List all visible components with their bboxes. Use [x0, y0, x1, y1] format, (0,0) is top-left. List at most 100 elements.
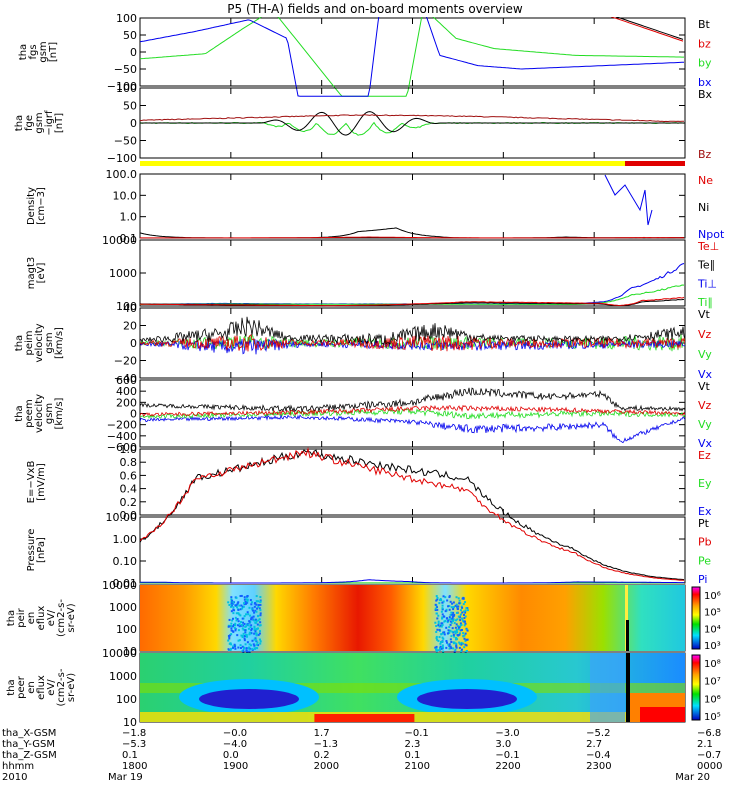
spectrogram-pixel — [452, 647, 455, 650]
x-axis-value: 2.3 — [405, 739, 421, 750]
spectrogram-pixel — [449, 613, 452, 616]
spectrogram-pixel — [258, 618, 261, 621]
spectrogram-pixel — [246, 635, 249, 638]
y-tick-label: 10.00 — [106, 511, 138, 524]
y-tick-label: 1000 — [109, 670, 137, 683]
x-axis-value: 0.1 — [405, 750, 421, 761]
spectrogram-pixel — [443, 620, 446, 623]
spectrogram-pixel — [438, 628, 441, 631]
spectrogram-pixel — [461, 619, 464, 622]
spectrogram-pixel — [464, 615, 467, 618]
spectrogram-pixel — [232, 601, 235, 604]
y-axis-label: peir — [16, 607, 27, 627]
spectrogram-pixel — [243, 637, 246, 640]
y-axis-label: peer — [16, 675, 27, 699]
spectrogram-pixel — [236, 634, 239, 637]
spectrogram-pixel — [245, 647, 248, 650]
spectrogram-pixel — [250, 624, 253, 627]
legend-entry: Ey — [698, 477, 712, 490]
spectrogram-pixel — [241, 607, 244, 610]
spectrogram-pixel — [464, 639, 467, 642]
spectrogram-pixel — [254, 621, 257, 624]
spectrogram-pixel — [447, 629, 450, 632]
spectrogram-pixel — [442, 650, 445, 653]
spectrogram-pixel — [441, 604, 444, 607]
spectrogram-pixel — [449, 638, 452, 641]
spectrogram-pixel — [242, 621, 245, 624]
legend-entry: Pb — [698, 536, 712, 549]
spectrogram-pixel — [253, 647, 256, 650]
y-axis-label: [km/s] — [54, 327, 65, 359]
legend-entry: Vx — [698, 437, 713, 450]
spectrogram-pixel — [232, 645, 235, 648]
spectrogram-pixel — [449, 629, 452, 632]
spectrogram-pixel — [459, 609, 462, 612]
spectrogram-pixel — [450, 606, 453, 609]
spectrogram-pixel — [435, 635, 438, 638]
series-ne — [140, 236, 685, 239]
spectrogram-pixel — [249, 644, 252, 647]
spectrogram-pixel — [441, 616, 444, 619]
spectrogram-pixel — [435, 630, 438, 633]
spectrogram-pixel — [252, 643, 255, 646]
spectrogram-pixel — [462, 632, 465, 635]
spectrogram-pixel — [458, 602, 461, 605]
spectrogram-pixel — [255, 643, 258, 646]
legend-entry: by — [698, 57, 712, 70]
y-tick-label: 0.10 — [113, 555, 138, 568]
spectrogram-pixel — [466, 609, 469, 612]
spectrogram-pixel — [441, 613, 444, 616]
spectrogram-pixel — [435, 612, 438, 615]
series-bz — [610, 17, 684, 42]
legend-entry: Vt — [698, 380, 711, 393]
legend-entry: Ni — [698, 201, 709, 214]
spectrogram-pixel — [455, 603, 458, 606]
colorbar-label: 10³ — [704, 641, 721, 652]
spectrogram-pixel — [240, 594, 243, 597]
spectrogram-pixel — [251, 648, 254, 651]
spectrogram-pixel — [254, 609, 257, 612]
spectrogram-pixel — [231, 646, 234, 649]
x-axis-value: 2300 — [586, 761, 611, 772]
spectrogram-pixel — [237, 639, 240, 642]
panel-fge: 100 50 0 −50 −100 tha fge gsm −igrf [nT] Bx Bz — [14, 82, 713, 166]
y-tick-label: 0 — [130, 46, 137, 59]
spectrogram-pixel — [230, 622, 233, 625]
y-tick-label: 100 — [116, 12, 137, 25]
panel-frame — [139, 516, 686, 584]
spectrogram-pixel — [230, 625, 233, 628]
y-axis-label: tha — [18, 44, 29, 60]
spectrogram-pixel — [239, 608, 242, 611]
spectrogram-pixel — [441, 623, 444, 626]
spectrogram-pixel — [453, 635, 456, 638]
legend-entry: Te⊥ — [697, 240, 719, 253]
y-tick-label: 0.8 — [120, 456, 138, 469]
spectrogram-pixel — [252, 615, 255, 618]
spectrogram-pixel — [254, 630, 257, 633]
spectrogram-pixel — [462, 613, 465, 616]
legend-entry: bx — [698, 76, 712, 89]
spectrogram-pixel — [244, 600, 247, 603]
spectrogram-pixel — [440, 598, 443, 601]
legend-entry: Vx — [698, 368, 713, 381]
x-axis-value: −0.4 — [586, 750, 610, 761]
y-axis-label: tha — [14, 335, 25, 351]
spectrogram-pixel — [455, 596, 458, 599]
spectrogram-pixel — [459, 613, 462, 616]
legend-entry: Vy — [698, 348, 712, 361]
series-pi — [140, 579, 684, 584]
spectrogram-pixel — [451, 602, 454, 605]
colorbar-label: 10⁸ — [704, 659, 721, 670]
data-gap — [626, 620, 629, 651]
y-tick-label: 10000 — [102, 647, 137, 660]
x-axis-value: 1800 — [122, 761, 147, 772]
spectrogram-pixel — [460, 650, 463, 653]
spectrogram-pixel — [256, 607, 259, 610]
spectrogram-pixel — [234, 629, 237, 632]
colorbar-label: 10⁴ — [704, 624, 721, 635]
spectrogram-pixel — [454, 626, 457, 629]
spectrogram-pixel — [236, 606, 239, 609]
spectrogram-stripe — [625, 585, 628, 651]
spectrogram-pixel — [455, 628, 458, 631]
spectrogram-pixel — [237, 608, 240, 611]
